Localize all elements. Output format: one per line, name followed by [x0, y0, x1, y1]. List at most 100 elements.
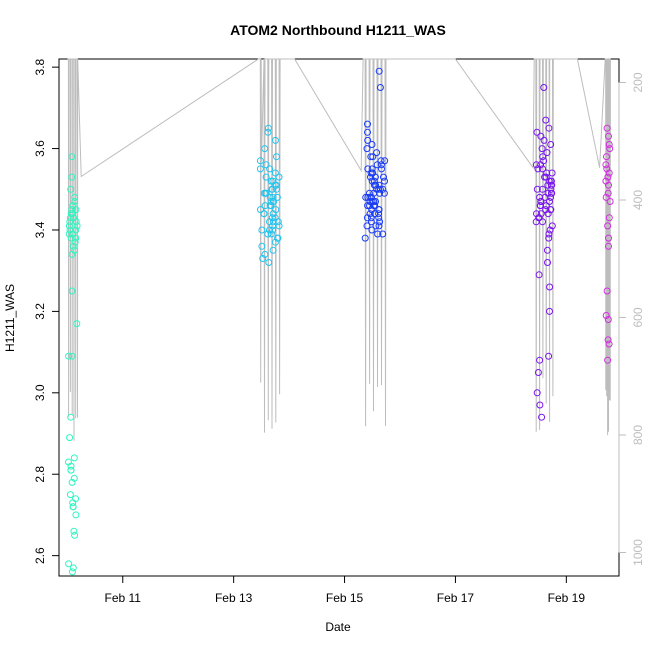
data-point: [68, 173, 76, 181]
data-point: [366, 202, 374, 210]
data-point: [67, 413, 75, 421]
data-point: [605, 234, 612, 242]
data-point: [381, 177, 388, 185]
data-point: [373, 149, 381, 157]
data-point: [65, 560, 73, 568]
data-point: [604, 222, 612, 230]
data-point: [544, 259, 551, 266]
data-point: [606, 145, 614, 153]
data-point: [532, 161, 540, 169]
data-points-layer: [65, 67, 614, 576]
x-tick-label: Feb 11: [105, 591, 142, 605]
data-point: [375, 214, 383, 222]
data-point: [262, 189, 270, 197]
data-point: [259, 255, 267, 262]
data-point: [536, 202, 544, 210]
y-tick-label: 3.0: [33, 384, 47, 401]
y-axis-label: H1211_WAS: [3, 284, 17, 352]
data-point: [547, 177, 555, 185]
data-point: [366, 210, 374, 218]
data-point: [533, 128, 541, 136]
data-point: [372, 181, 380, 189]
data-point: [66, 214, 74, 222]
data-point: [72, 226, 80, 234]
data-point: [362, 193, 370, 201]
data-point: [546, 307, 553, 315]
data-point: [256, 157, 264, 165]
data-point: [273, 185, 280, 193]
y-tick-label: 3.2: [33, 303, 47, 320]
data-point: [67, 185, 75, 193]
data-point: [67, 234, 75, 242]
data-point: [70, 214, 78, 222]
data-point: [374, 230, 382, 238]
data-point: [71, 238, 79, 246]
data-point: [366, 193, 374, 201]
data-point: [66, 491, 74, 499]
data-point: [539, 153, 547, 161]
data-point: [547, 185, 555, 193]
data-point: [605, 242, 612, 250]
right-tick-label: 400: [631, 190, 645, 210]
data-point: [364, 128, 371, 136]
data-point: [603, 124, 611, 132]
data-point: [68, 250, 76, 258]
data-point: [603, 153, 610, 161]
data-point: [73, 222, 81, 230]
data-point: [269, 177, 277, 185]
data-point: [65, 222, 73, 230]
data-point: [365, 189, 373, 197]
data-point: [371, 210, 379, 218]
data-point: [605, 132, 612, 140]
data-point: [65, 352, 73, 360]
data-point: [602, 312, 610, 319]
data-point: [267, 198, 275, 205]
data-point: [539, 165, 546, 173]
data-point: [546, 283, 554, 291]
data-point: [377, 161, 385, 169]
data-point: [375, 181, 383, 189]
data-point: [68, 210, 76, 218]
data-point: [364, 165, 372, 173]
chart-title: ATOM2 Northbound H1211_WAS: [230, 22, 446, 38]
data-point: [71, 198, 79, 205]
data-point: [258, 242, 266, 250]
data-point: [271, 214, 279, 222]
data-point: [363, 145, 371, 153]
data-point: [537, 198, 545, 205]
data-point: [545, 352, 553, 360]
data-point: [67, 466, 75, 474]
data-point: [256, 165, 264, 173]
plot-frame: [58, 58, 620, 577]
data-point: [65, 230, 73, 238]
data-point: [537, 210, 545, 218]
data-point: [269, 246, 277, 254]
data-point: [367, 173, 374, 181]
data-point: [536, 356, 544, 364]
data-point: [264, 124, 272, 132]
data-point: [545, 234, 553, 242]
data-point: [368, 165, 376, 173]
data-point: [261, 250, 269, 258]
data-point: [67, 462, 75, 470]
data-point: [69, 242, 77, 250]
data-point: [69, 499, 77, 507]
right-tick-label: 1000: [631, 539, 645, 566]
data-point: [69, 503, 77, 511]
data-point: [605, 340, 613, 348]
data-point: [542, 116, 550, 124]
data-point: [68, 352, 76, 360]
data-point: [539, 185, 546, 193]
data-point: [261, 202, 269, 210]
data-point: [548, 222, 556, 230]
data-point: [266, 165, 274, 173]
data-point: [604, 173, 612, 181]
data-point: [375, 222, 383, 230]
data-point: [70, 474, 78, 482]
axes-layer: 2.6 2.8 3.0 3.2 3.4 3.6 3.8 Feb 11 Feb 13 Feb 15 F…: [33, 58, 645, 605]
data-point: [367, 214, 375, 222]
data-point: [269, 185, 276, 193]
data-point: [72, 511, 80, 519]
data-point: [538, 413, 546, 421]
